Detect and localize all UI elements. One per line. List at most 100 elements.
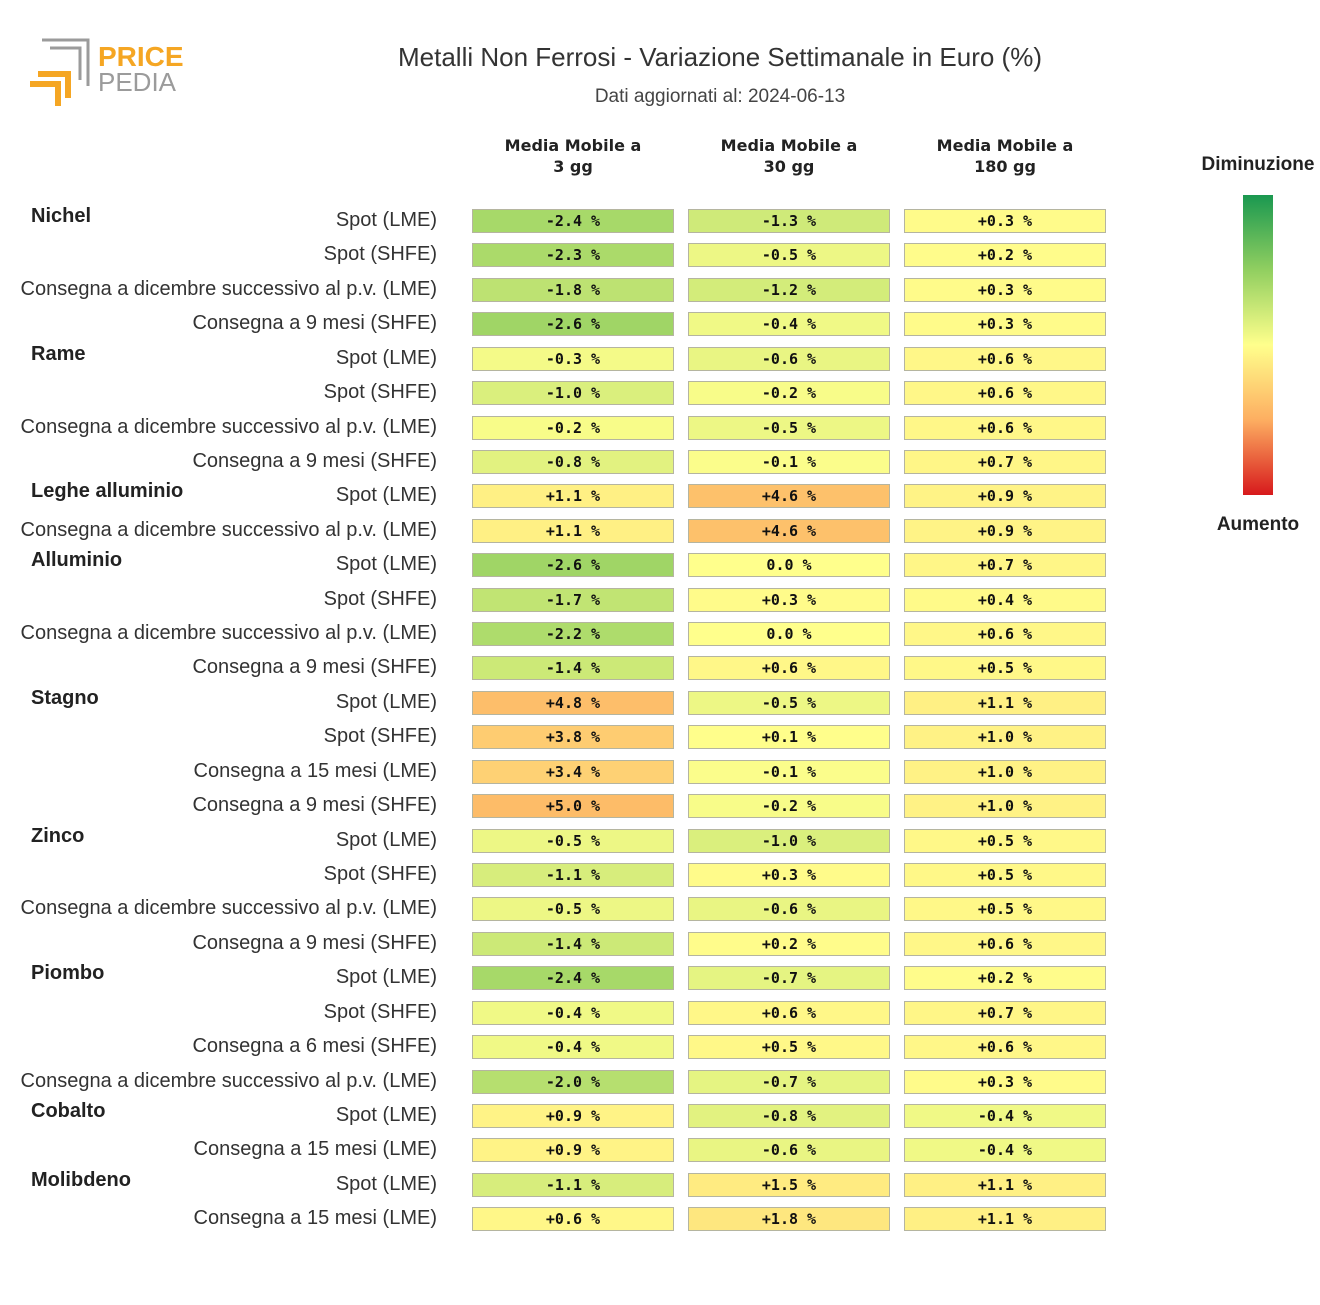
value-cell: +3.4 % <box>472 759 674 784</box>
value-cell: -2.4 % <box>472 966 674 991</box>
value-cell: -0.4 % <box>904 1138 1106 1163</box>
row-label: Consegna a dicembre successivo al p.v. (… <box>20 622 437 645</box>
row-label: Consegna a 15 mesi (LME) <box>193 1207 437 1230</box>
value-cell: -0.8 % <box>688 1103 890 1128</box>
value-cell: +4.6 % <box>688 484 890 509</box>
row-label: Consegna a 9 mesi (SHFE) <box>192 449 437 472</box>
value-cell: +0.6 % <box>904 622 1106 647</box>
value-cell: 0.0 % <box>688 622 890 647</box>
row-label: Spot (SHFE) <box>323 1000 437 1023</box>
value-cell: -0.6 % <box>688 346 890 371</box>
value-cell: +1.0 % <box>904 794 1106 819</box>
value-cell: -0.5 % <box>688 243 890 268</box>
value-cell: +1.1 % <box>472 484 674 509</box>
legend-label-decrease: Diminuzione <box>1201 154 1315 175</box>
value-cell: +0.1 % <box>688 725 890 750</box>
value-cell: -2.6 % <box>472 312 674 337</box>
value-cell: +0.7 % <box>904 449 1106 474</box>
row-label: Spot (LME) <box>335 553 437 576</box>
value-cell: +0.6 % <box>688 656 890 681</box>
value-cell: -0.5 % <box>688 415 890 440</box>
chart-title: Metalli Non Ferrosi - Variazione Settima… <box>398 42 1042 72</box>
value-cell: -0.6 % <box>688 1138 890 1163</box>
row-label: Consegna a 9 mesi (SHFE) <box>192 312 437 335</box>
value-cell: +1.0 % <box>904 725 1106 750</box>
group-label: Stagno <box>31 686 99 709</box>
value-cell: -2.2 % <box>472 622 674 647</box>
value-cell: -2.3 % <box>472 243 674 268</box>
value-cell: -0.8 % <box>472 449 674 474</box>
value-cell: -0.1 % <box>688 449 890 474</box>
group-label: Nichel <box>31 205 92 227</box>
value-cell: -1.2 % <box>688 277 890 302</box>
value-cell: +0.6 % <box>904 931 1106 956</box>
row-label: Spot (LME) <box>335 346 437 369</box>
row-label: Spot (LME) <box>335 209 437 231</box>
value-cell: -1.4 % <box>472 656 674 681</box>
value-cell: +0.5 % <box>904 828 1106 853</box>
row-label: Spot (LME) <box>335 1172 437 1195</box>
value-cell: -1.0 % <box>472 381 674 406</box>
value-cell: -2.4 % <box>472 209 674 233</box>
legend-color-bar <box>1243 195 1273 495</box>
value-cell: -0.3 % <box>472 346 674 371</box>
value-cell: +0.5 % <box>688 1035 890 1060</box>
value-cell: -0.2 % <box>472 415 674 440</box>
value-cell: -0.7 % <box>688 966 890 991</box>
row-label: Consegna a dicembre successivo al p.v. (… <box>20 415 437 438</box>
value-cell: -0.1 % <box>688 759 890 784</box>
value-cell: +0.2 % <box>688 931 890 956</box>
value-cell: -0.5 % <box>472 897 674 922</box>
value-cell: +0.6 % <box>472 1207 674 1232</box>
value-cell: +0.9 % <box>472 1138 674 1163</box>
value-cell: -0.4 % <box>472 1035 674 1060</box>
group-label: Molibdeno <box>31 1168 131 1191</box>
row-label: Spot (SHFE) <box>323 243 437 266</box>
value-cell: +0.6 % <box>688 1000 890 1025</box>
value-cell: +0.6 % <box>904 346 1106 371</box>
value-cell: +1.1 % <box>472 518 674 543</box>
value-cell: +0.7 % <box>904 553 1106 578</box>
row-label: Consegna a 9 mesi (SHFE) <box>192 931 437 954</box>
value-cell: +0.3 % <box>904 209 1106 233</box>
value-cell: -0.4 % <box>472 1000 674 1025</box>
value-cell: +0.6 % <box>904 415 1106 440</box>
value-cell: +0.6 % <box>904 1035 1106 1060</box>
group-label: Alluminio <box>31 549 123 572</box>
value-cell: -2.0 % <box>472 1069 674 1094</box>
value-cell: +0.5 % <box>904 897 1106 922</box>
group-label: Piombo <box>31 962 105 985</box>
column-header-180gg: Media Mobile a 180 gg <box>936 136 1074 176</box>
value-cell: -0.6 % <box>688 897 890 922</box>
value-cell: +0.9 % <box>472 1103 674 1128</box>
row-label: Spot (SHFE) <box>323 381 437 404</box>
row-label: Spot (LME) <box>335 690 437 713</box>
logo-text-pedia: PEDIA <box>98 67 177 97</box>
row-label: Consegna a dicembre successivo al p.v. (… <box>20 277 437 300</box>
value-cell: +0.3 % <box>688 862 890 887</box>
row-label: Consegna a dicembre successivo al p.v. (… <box>20 897 437 920</box>
value-cell: +0.9 % <box>904 518 1106 543</box>
row-label: Consegna a 15 mesi (LME) <box>193 1138 437 1161</box>
column-header-30gg: Media Mobile a 30 gg <box>720 136 858 176</box>
value-cell: -1.0 % <box>688 828 890 853</box>
value-cell: +1.5 % <box>688 1172 890 1197</box>
value-cell: -0.2 % <box>688 381 890 406</box>
group-label: Cobalto <box>31 1099 106 1122</box>
group-label: Leghe alluminio <box>31 480 184 503</box>
value-cell: +0.3 % <box>904 312 1106 337</box>
row-label: Consegna a 9 mesi (SHFE) <box>192 794 437 817</box>
legend-label-increase: Aumento <box>1216 514 1300 535</box>
value-cell: -0.5 % <box>472 828 674 853</box>
value-cell: +0.3 % <box>904 1069 1106 1094</box>
value-cell: -1.7 % <box>472 587 674 612</box>
value-cell: -0.4 % <box>904 1103 1106 1128</box>
value-cell: +4.8 % <box>472 690 674 715</box>
value-cell: +4.6 % <box>688 518 890 543</box>
value-cell: +1.8 % <box>688 1207 890 1232</box>
row-label: Spot (LME) <box>335 484 437 507</box>
value-cell: +0.3 % <box>904 277 1106 302</box>
pricepedia-logo: PRICE PEDIA <box>30 38 184 106</box>
row-label: Consegna a dicembre successivo al p.v. (… <box>20 518 437 541</box>
